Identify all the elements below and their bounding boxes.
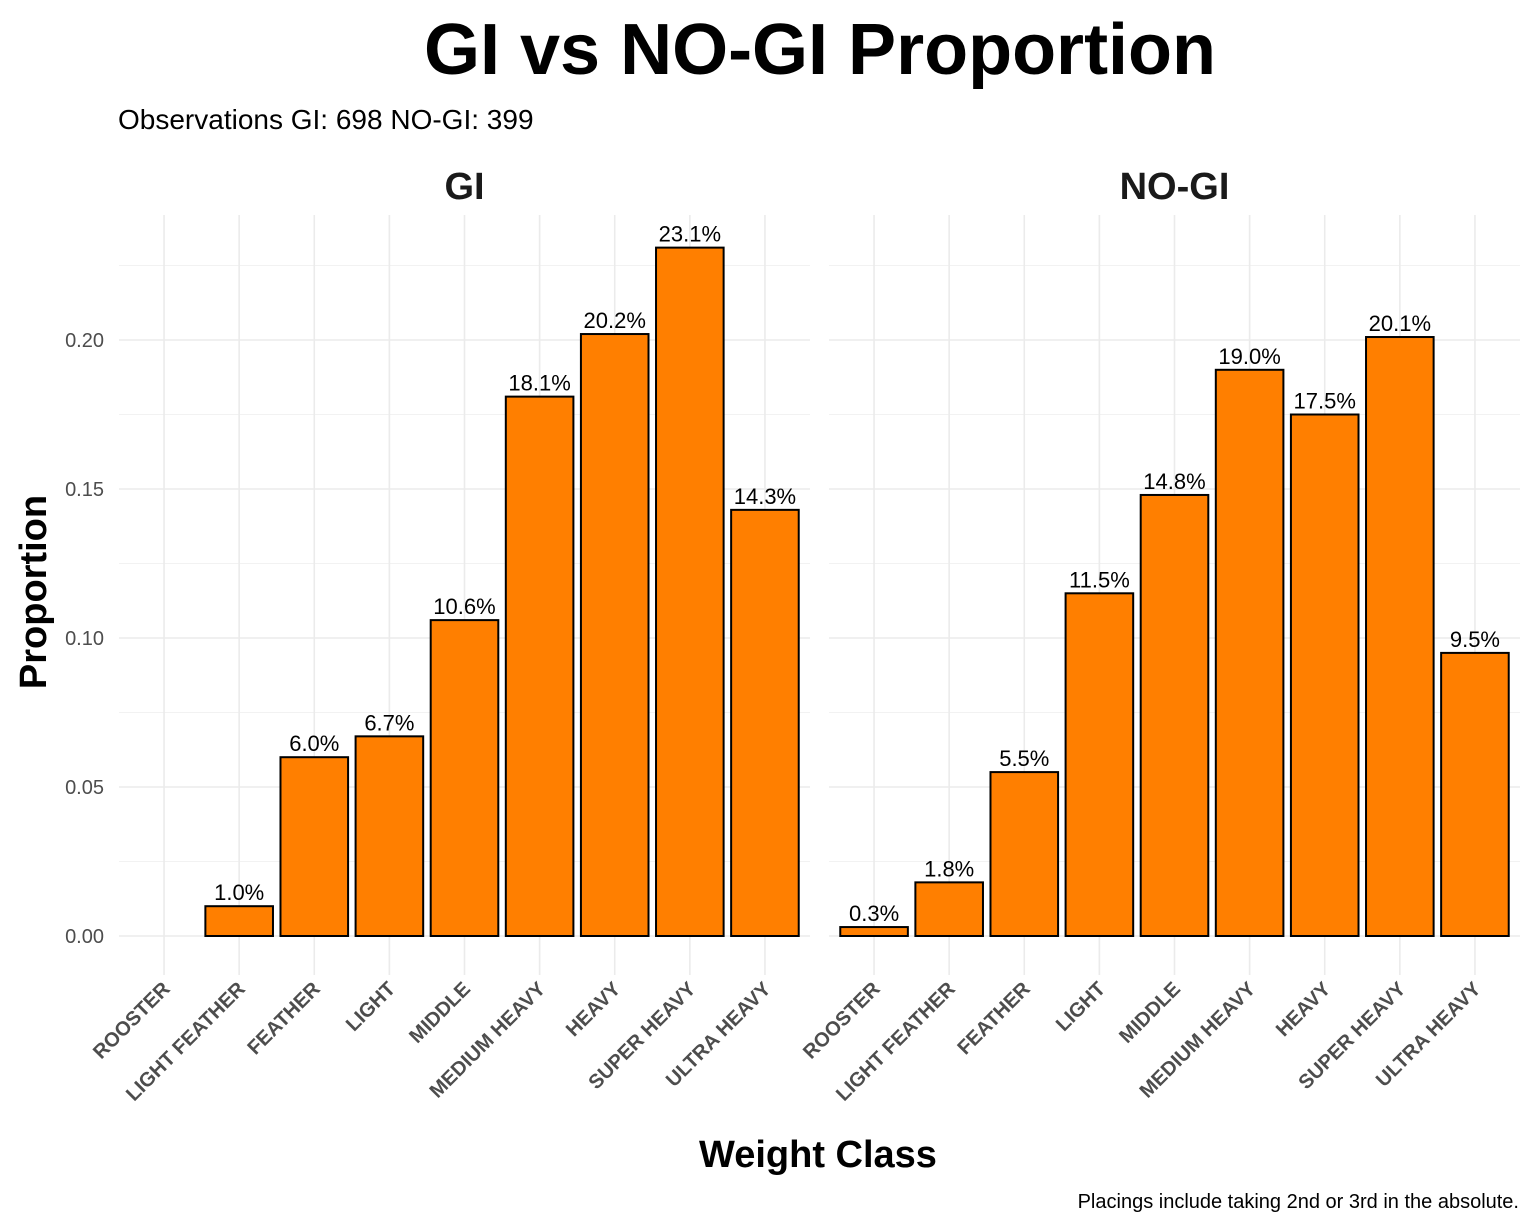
x-tick-label: MIDDLE (405, 978, 475, 1048)
bar-no-gi-feather (989, 771, 1060, 937)
y-tick-label: 0.20 (65, 330, 104, 352)
bar-value-label: 18.1% (508, 371, 570, 396)
bar-value-label: 19.0% (1218, 344, 1280, 369)
bar-no-gi-light (1064, 592, 1135, 937)
x-tick-label: MIDDLE (1115, 978, 1185, 1048)
caption: Placings include taking 2nd or 3rd in th… (1078, 1191, 1519, 1213)
x-axis-title: Weight Class (699, 1134, 937, 1176)
bar-no-gi-heavy (1289, 413, 1360, 937)
bar-gi-light (354, 735, 425, 938)
facet-no-gi: NO-GI 0.3% 1.8% 5.5% 11.5% 14.8% 19.0% 17.5% 20.… (799, 166, 1520, 1106)
bar-value-label: 10.6% (433, 594, 495, 619)
bar-value-label: 1.8% (924, 856, 974, 881)
bar-no-gi-ultra-heavy (1440, 651, 1510, 938)
x-tick-label: LIGHT (342, 978, 400, 1036)
bar-value-label: 6.7% (364, 710, 414, 735)
y-tick-label: 0.05 (65, 777, 104, 799)
facets: 0.00 0.05 0.10 0.15 0.20 GI 1.0% 6.0% 6.7% 10.6% 1… (65, 166, 1520, 1106)
chart-title: GI vs NO-GI Proportion (424, 10, 1216, 90)
y-axis-title: Proportion (13, 495, 55, 689)
bar-gi-ultra-heavy (730, 508, 800, 937)
bar-gi-heavy (579, 333, 650, 938)
bar-no-gi-super-heavy (1365, 336, 1435, 937)
bar-value-label: 9.5% (1450, 627, 1500, 652)
bar-value-label: 20.2% (584, 308, 646, 333)
bar-no-gi-light-feather (914, 881, 984, 937)
bar-value-label: 11.5% (1069, 567, 1130, 592)
x-tick-label: HEAVY (1272, 978, 1336, 1042)
bar-gi-medium-heavy (504, 395, 575, 937)
bar-value-label: 6.0% (289, 731, 339, 756)
bar-value-label: 0.3% (849, 901, 899, 926)
bar-value-label: 17.5% (1294, 389, 1356, 414)
bar-gi-middle (429, 619, 500, 937)
x-tick-label: FEATHER (954, 978, 1036, 1060)
bar-value-label: 23.1% (659, 222, 721, 247)
bar-gi-super-heavy (655, 246, 725, 937)
x-tick-label: FEATHER (244, 978, 326, 1060)
bar-no-gi-middle (1139, 493, 1210, 937)
x-tick-label: HEAVY (562, 978, 626, 1042)
facet-title: GI (444, 166, 484, 208)
facet-gi: GI1.0%6.0%6.7%10.6%18.1%20.2%23.1%14.3%R… (89, 166, 810, 1106)
bar-value-label: 20.1% (1369, 311, 1431, 336)
y-tick-label: 0.00 (65, 926, 104, 948)
bar-no-gi-medium-heavy (1214, 368, 1285, 937)
bar-gi-feather (279, 756, 350, 938)
facet-title: NO-GI (1120, 166, 1230, 208)
bar-value-label: 14.8% (1143, 469, 1205, 494)
bar-value-label: 1.0% (214, 880, 264, 905)
bar-no-gi-rooster (839, 926, 909, 937)
y-tick-label: 0.10 (65, 628, 104, 650)
bar-value-label: 5.5% (999, 746, 1049, 771)
bar-value-label: 14.3% (734, 484, 796, 509)
chart-subtitle: Observations GI: 698 NO-GI: 399 (118, 104, 534, 135)
x-tick-label: LIGHT (1052, 978, 1110, 1036)
bar-gi-light-feather (204, 905, 274, 938)
y-tick-label: 0.15 (65, 479, 104, 501)
